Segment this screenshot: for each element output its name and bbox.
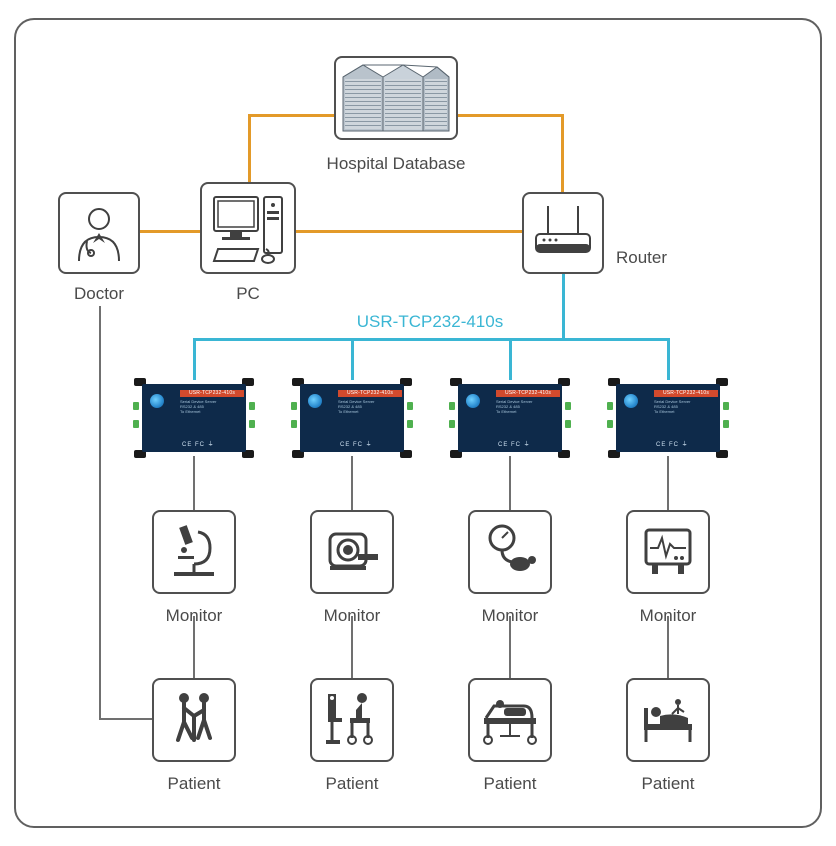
serial-server-device: USR-TCP232-410s Serial Device ServerRS232… [136,380,252,456]
monitor-node [152,510,236,594]
router-icon [530,200,596,266]
connection-line [351,338,354,380]
mri-icon [322,520,382,585]
patient-node [626,678,710,762]
doctor-icon [69,203,129,263]
patient-label: Patient [326,774,379,794]
connection-line [667,616,669,678]
microscope-icon [164,520,224,585]
connection-line [351,456,353,510]
patient-label: Patient [484,774,537,794]
connection-line [458,114,564,117]
doctor-label: Doctor [74,284,124,304]
connection-line [509,616,511,678]
bp-icon [480,520,540,585]
monitor-node [310,510,394,594]
device-cert-icons: CE FC ⏚ [656,439,689,448]
patient-label: Patient [642,774,695,794]
router-node [522,192,604,274]
connection-line [296,230,522,233]
connection-line [193,338,196,380]
connection-line [509,456,511,510]
product-label: USR-TCP232-410s [357,312,503,332]
connection-line [193,456,195,510]
device-cert-icons: CE FC ⏚ [182,439,215,448]
ecg-icon [638,520,698,585]
connection-line [509,338,512,380]
servers-icon [341,63,451,133]
device-model-label: USR-TCP232-410s [338,390,402,397]
bed1-icon [480,688,540,753]
connection-line [248,114,251,182]
bed2-icon [638,688,698,753]
walking-icon [164,688,224,753]
patient-label: Patient [168,774,221,794]
device-model-label: USR-TCP232-410s [180,390,244,397]
router-label: Router [616,248,667,268]
doctor-node [58,192,140,274]
connection-line [193,338,670,341]
connection-line [99,306,101,720]
device-cert-icons: CE FC ⏚ [340,439,373,448]
serial-server-device: USR-TCP232-410s Serial Device ServerRS232… [452,380,568,456]
connection-line [140,230,200,233]
patient-node [310,678,394,762]
hospital-database [334,56,458,140]
device-cert-icons: CE FC ⏚ [498,439,531,448]
serial-server-device: USR-TCP232-410s Serial Device ServerRS232… [294,380,410,456]
monitor-node [626,510,710,594]
device-subtext: Serial Device ServerRS232 & 485To Ethern… [180,399,244,419]
connection-line [99,718,152,720]
serial-server-device: USR-TCP232-410s Serial Device ServerRS232… [610,380,726,456]
connection-line [667,338,670,380]
hospital-database-label: Hospital Database [327,154,466,174]
pc-label: PC [236,284,260,304]
device-subtext: Serial Device ServerRS232 & 485To Ethern… [338,399,402,419]
connection-line [562,274,565,338]
connection-line [193,616,195,678]
connection-line [667,456,669,510]
device-subtext: Serial Device ServerRS232 & 485To Ethern… [654,399,718,419]
connection-line [248,114,334,117]
pc-node [200,182,296,274]
connection-line [351,616,353,678]
device-model-label: USR-TCP232-410s [654,390,718,397]
monitor-node [468,510,552,594]
patient-node [468,678,552,762]
connection-line [561,114,564,192]
pc-icon [208,191,288,265]
patient-node [152,678,236,762]
chair-icon [322,688,382,753]
device-subtext: Serial Device ServerRS232 & 485To Ethern… [496,399,560,419]
device-model-label: USR-TCP232-410s [496,390,560,397]
